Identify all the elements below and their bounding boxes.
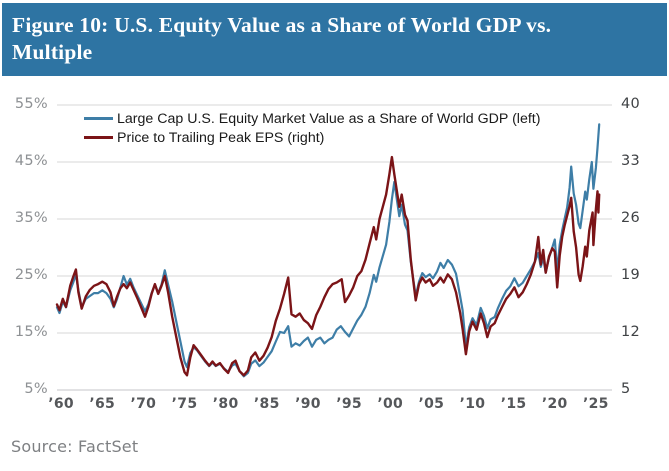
legend-line-swatch	[84, 117, 113, 120]
x-axis-tick-label: ’10	[459, 396, 486, 412]
x-axis-tick-label: ’20	[541, 396, 568, 412]
legend-line-swatch	[84, 136, 113, 139]
x-axis-tick-label: ’85	[253, 396, 280, 412]
legend: Large Cap U.S. Equity Market Value as a …	[84, 109, 540, 147]
y-axis-left-tick-label: 25%	[14, 267, 48, 283]
x-axis-tick-label: ’15	[500, 396, 527, 412]
x-axis-tick-label: ’60	[48, 396, 74, 412]
price-to-trailing-peak-eps-line	[55, 155, 601, 377]
x-axis-tick-label: ’00	[377, 396, 404, 412]
source-note: Source: FactSet	[11, 437, 139, 456]
y-axis-right-tick-label: 40	[621, 96, 641, 112]
y-axis-left-tick-label: 45%	[14, 153, 48, 169]
y-axis-left-tick-label: 15%	[14, 324, 48, 340]
legend-label: Large Cap U.S. Equity Market Value as a …	[117, 110, 541, 127]
y-axis-left-tick-label: 5%	[24, 381, 48, 397]
y-axis-left-tick-label: 35%	[14, 210, 48, 226]
figure-title-line-2: Multiple	[12, 40, 93, 64]
x-axis-tick-label: ’90	[295, 396, 321, 412]
plot-area	[55, 104, 612, 391]
dual-axis-line-chart: 55% 45% 35% 25% 15% 5% 40 33 26 19 12 5 ’60 ’65 ’70 ’75…	[0, 78, 669, 430]
y-axis-right-tick-label: 12	[621, 324, 641, 340]
x-axis-tick-label: ’25	[583, 396, 609, 412]
legend-label: Price to Trailing Peak EPS (right)	[117, 129, 325, 146]
y-axis-right-tick-label: 33	[621, 153, 641, 169]
x-axis-tick-label: ’80	[212, 396, 239, 412]
x-axis-tick-label: ’05	[418, 396, 445, 412]
figure-title-line-1: Figure 10: U.S. Equity Value as a Share …	[12, 13, 552, 37]
legend-item: Price to Trailing Peak EPS (right)	[84, 128, 540, 147]
x-axis-tick-label: ’65	[89, 396, 116, 412]
x-axis-tick-label: ’70	[130, 396, 157, 412]
figure-title-banner: Figure 10: U.S. Equity Value as a Share …	[2, 3, 667, 76]
y-axis-right-tick-label: 5	[621, 381, 631, 397]
y-axis-right-tick-label: 26	[621, 210, 641, 226]
y-axis-right-tick-label: 19	[621, 267, 641, 283]
x-axis-tick-label: ’75	[171, 396, 198, 412]
x-axis-tick-label: ’95	[336, 396, 362, 412]
y-axis-left-tick-label: 55%	[14, 96, 48, 112]
legend-item: Large Cap U.S. Equity Market Value as a …	[84, 109, 540, 128]
